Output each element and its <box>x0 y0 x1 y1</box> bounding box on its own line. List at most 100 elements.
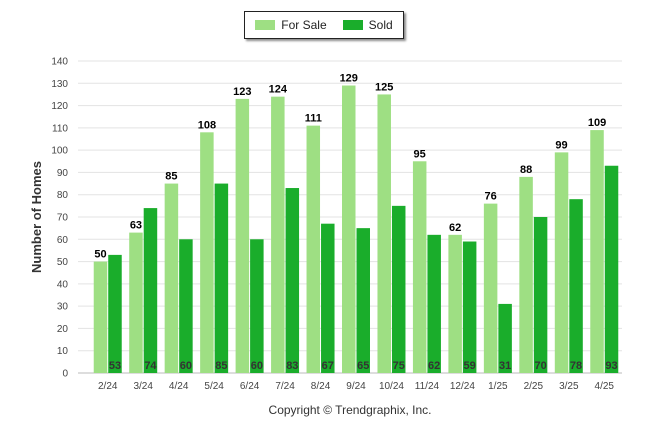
data-label-for-sale: 76 <box>484 191 496 203</box>
bar-for-sale <box>200 132 214 373</box>
legend-swatch-sold <box>342 20 363 30</box>
bar-for-sale <box>483 203 498 373</box>
data-label-sold: 85 <box>215 360 227 372</box>
bar-for-sale <box>554 152 569 373</box>
y-tick-label: 120 <box>51 101 68 112</box>
y-tick-label: 130 <box>51 79 68 90</box>
x-tick-label: 3/25 <box>559 381 579 392</box>
data-label-for-sale: 99 <box>555 139 567 151</box>
bar-sold <box>391 205 406 373</box>
legend: For Sale Sold <box>244 11 404 39</box>
y-tick-label: 20 <box>57 324 69 335</box>
y-tick-label: 110 <box>52 123 68 134</box>
bar-for-sale <box>306 125 321 373</box>
data-label-for-sale: 62 <box>449 222 461 234</box>
x-tick-label: 3/24 <box>133 381 153 392</box>
y-tick-label: 10 <box>57 346 69 357</box>
x-tick-label: 7/24 <box>275 381 295 392</box>
data-label-for-sale: 129 <box>340 73 358 85</box>
copyright-text: Copyright © Trendgraphix, Inc. <box>268 403 432 417</box>
data-label-sold: 75 <box>393 360 405 372</box>
data-label-for-sale: 108 <box>198 119 216 131</box>
data-label-sold: 65 <box>357 360 369 372</box>
data-label-for-sale: 109 <box>588 117 606 129</box>
x-tick-label: 4/24 <box>169 381 189 392</box>
bar-for-sale <box>519 176 533 373</box>
y-tick-label: 60 <box>57 235 69 246</box>
bar-for-sale <box>377 94 391 373</box>
legend-item-for-sale: For Sale <box>255 18 327 32</box>
x-tick-label: 4/25 <box>595 381 615 392</box>
bar-sold <box>569 199 583 373</box>
y-tick-label: 0 <box>62 369 68 380</box>
bar-for-sale <box>342 85 356 373</box>
y-axis-label: Number of Homes <box>29 161 44 273</box>
data-label-for-sale: 111 <box>305 113 322 125</box>
data-label-sold: 59 <box>464 360 476 372</box>
bar-for-sale <box>448 234 462 373</box>
data-label-for-sale: 124 <box>269 84 288 96</box>
data-label-sold: 83 <box>286 360 298 372</box>
data-label-for-sale: 123 <box>233 86 251 98</box>
bar-sold <box>498 303 512 373</box>
x-tick-label: 1/25 <box>488 381 508 392</box>
data-label-sold: 31 <box>499 360 511 372</box>
y-tick-label: 50 <box>57 257 69 268</box>
legend-swatch-for-sale <box>255 20 276 30</box>
bar-sold <box>143 208 158 373</box>
data-label-sold: 53 <box>109 360 121 372</box>
data-label-for-sale: 88 <box>520 164 532 176</box>
bar-for-sale <box>129 232 143 373</box>
bar-for-sale <box>590 130 604 373</box>
data-label-for-sale: 50 <box>94 249 106 261</box>
x-tick-label: 2/24 <box>98 381 118 392</box>
bar-sold <box>250 239 264 373</box>
bar-for-sale <box>271 96 285 374</box>
y-tick-label: 30 <box>57 302 69 313</box>
bar-sold <box>321 223 335 373</box>
x-tick-label: 10/24 <box>379 381 404 392</box>
bar-sold <box>285 188 300 373</box>
x-tick-label: 5/24 <box>204 381 224 392</box>
x-tick-label: 11/24 <box>415 381 440 392</box>
bar-sold <box>427 234 441 373</box>
data-label-sold: 78 <box>570 360 582 372</box>
bar-sold <box>604 165 619 373</box>
data-label-sold: 60 <box>180 360 192 372</box>
y-tick-label: 90 <box>57 168 69 179</box>
x-tick-label: 9/24 <box>346 381 366 392</box>
legend-item-sold: Sold <box>342 18 393 32</box>
data-label-sold: 60 <box>251 360 263 372</box>
data-label-for-sale: 95 <box>414 148 426 160</box>
legend-label-sold: Sold <box>368 18 393 32</box>
bar-for-sale <box>412 161 427 373</box>
data-label-for-sale: 63 <box>130 220 142 232</box>
bar-sold <box>108 254 122 373</box>
x-tick-label: 12/24 <box>450 381 475 392</box>
bar-sold <box>356 228 370 373</box>
y-tick-label: 40 <box>57 279 69 290</box>
x-tick-label: 2/25 <box>524 381 544 392</box>
data-label-for-sale: 125 <box>375 81 393 93</box>
data-label-sold: 67 <box>322 360 334 372</box>
x-tick-label: 8/24 <box>311 381 331 392</box>
y-tick-label: 70 <box>57 213 69 224</box>
bar-for-sale <box>164 183 179 373</box>
bar-sold <box>462 241 477 373</box>
bar-sold <box>179 239 193 373</box>
bar-sold <box>214 183 229 373</box>
data-label-sold: 70 <box>534 360 546 372</box>
data-label-sold: 62 <box>428 360 440 372</box>
data-label-sold: 93 <box>605 360 617 372</box>
bar-sold <box>533 217 548 373</box>
y-tick-label: 100 <box>51 146 68 157</box>
legend-label-for-sale: For Sale <box>281 18 327 32</box>
x-tick-label: 6/24 <box>240 381 260 392</box>
bar-for-sale <box>93 261 108 373</box>
data-label-for-sale: 85 <box>165 171 177 183</box>
data-label-sold: 74 <box>144 360 157 372</box>
bar-chart: 0 10 20 30 40 50 60 70 80 90 100 110 120 130 140 Number… <box>29 57 622 392</box>
y-tick-label: 80 <box>57 190 69 201</box>
y-tick-label: 140 <box>51 57 68 68</box>
